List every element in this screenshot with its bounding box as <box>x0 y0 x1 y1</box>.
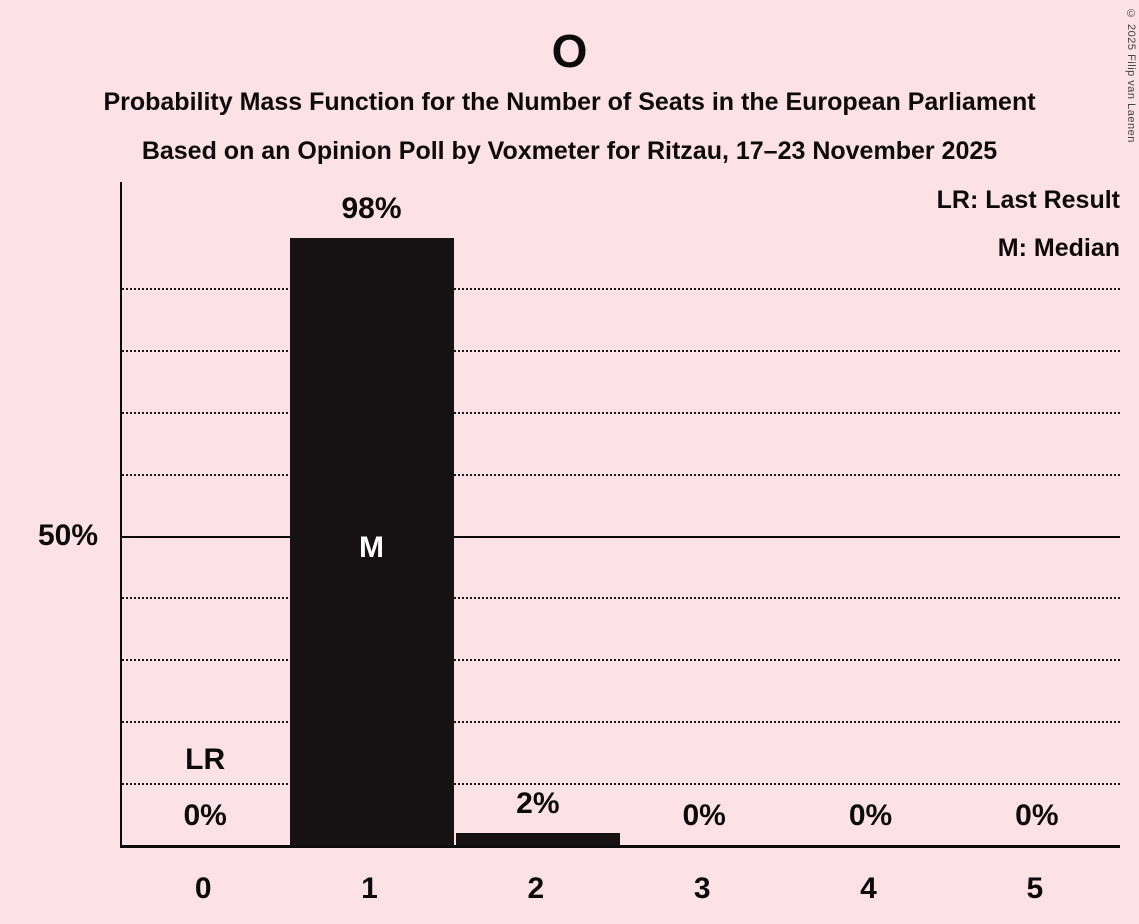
gridline-dotted-60 <box>122 473 1120 476</box>
value-label-seats-1: 98% <box>341 192 402 226</box>
chart-title: O <box>551 25 588 77</box>
x-tick-label-0: 0 <box>194 872 212 905</box>
x-axis-labels: 0 1 2 3 4 5 <box>120 872 1118 912</box>
bar-seats-1 <box>289 238 454 845</box>
value-label-seats-3: 0% <box>682 799 726 832</box>
legend-last-result: LR: Last Result <box>936 186 1120 214</box>
gridline-dotted-30 <box>122 659 1120 662</box>
copyright-notice: © 2025 Filip van Laenen <box>1125 8 1137 143</box>
chart-subtitle-line2: Based on an Opinion Poll by Voxmeter for… <box>141 137 998 165</box>
x-tick-label-4: 4 <box>860 872 877 905</box>
gridline-dotted-90 <box>122 287 1120 290</box>
bar-seats-2 <box>455 832 620 845</box>
gridline-solid-50 <box>122 535 1120 538</box>
value-label-seats-0: 0% <box>183 799 227 832</box>
value-label-seats-2: 2% <box>516 786 560 820</box>
x-tick-label-2: 2 <box>527 872 545 905</box>
plot-area: 0% LR 98% M 2% 0% 0% 0% <box>120 182 1120 848</box>
median-marker: M <box>359 530 384 564</box>
value-label-seats-4: 0% <box>848 799 893 832</box>
x-tick-label-1: 1 <box>361 872 378 905</box>
value-label-seats-5: 0% <box>1015 799 1059 832</box>
y-axis-tick-label: 50% <box>37 519 99 552</box>
x-tick-label-3: 3 <box>693 872 711 905</box>
gridline-dotted-80 <box>122 349 1120 352</box>
chart-subtitle-line1: Probability Mass Function for the Number… <box>103 88 1036 116</box>
legend-median: M: Median <box>997 234 1120 262</box>
gridline-dotted-20 <box>122 721 1120 724</box>
last-result-marker: LR <box>185 743 226 776</box>
gridline-dotted-70 <box>122 411 1120 414</box>
x-tick-label-5: 5 <box>1026 872 1044 905</box>
gridline-dotted-10 <box>122 783 1120 786</box>
gridline-dotted-40 <box>122 597 1120 600</box>
